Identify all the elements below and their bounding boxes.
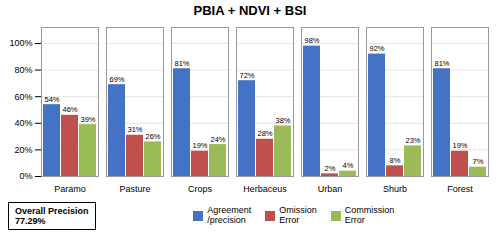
svg-text:4%: 4% bbox=[343, 161, 354, 170]
svg-text:92%: 92% bbox=[369, 44, 384, 53]
svg-text:0%: 0% bbox=[19, 171, 32, 181]
svg-text:98%: 98% bbox=[304, 36, 319, 45]
svg-text:Shurb: Shurb bbox=[383, 184, 407, 194]
svg-text:72%: 72% bbox=[239, 71, 254, 80]
svg-text:31%: 31% bbox=[127, 125, 142, 134]
svg-text:19%: 19% bbox=[452, 141, 467, 150]
svg-text:Urban: Urban bbox=[318, 184, 343, 194]
svg-text:24%: 24% bbox=[210, 135, 225, 144]
svg-text:2%: 2% bbox=[325, 164, 336, 173]
svg-text:Paramo: Paramo bbox=[54, 184, 86, 194]
svg-text:54%: 54% bbox=[44, 95, 59, 104]
svg-text:Crops: Crops bbox=[188, 184, 213, 194]
svg-text:Forest: Forest bbox=[447, 184, 473, 194]
svg-text:81%: 81% bbox=[434, 59, 449, 68]
svg-text:8%: 8% bbox=[390, 156, 401, 165]
svg-text:39%: 39% bbox=[80, 115, 95, 124]
svg-text:7%: 7% bbox=[473, 157, 484, 166]
svg-text:100%: 100% bbox=[9, 38, 32, 48]
svg-text:40%: 40% bbox=[14, 118, 32, 128]
svg-text:60%: 60% bbox=[14, 92, 32, 102]
svg-text:20%: 20% bbox=[14, 145, 32, 155]
svg-text:38%: 38% bbox=[275, 116, 290, 125]
html-text:Commission Error: Commission Error bbox=[344, 205, 395, 225]
svg-text:81%: 81% bbox=[174, 59, 189, 68]
svg-text:69%: 69% bbox=[109, 75, 124, 84]
svg-text:23%: 23% bbox=[405, 136, 420, 145]
html-text:PBIA + NDVI + BSI: PBIA + NDVI + BSI bbox=[193, 3, 307, 18]
svg-text:46%: 46% bbox=[62, 105, 77, 114]
html-text:Overall Precision 77.29%: Overall Precision 77.29% bbox=[15, 205, 89, 226]
svg-text:Pasture: Pasture bbox=[119, 184, 150, 194]
svg-text:26%: 26% bbox=[145, 132, 160, 141]
svg-text:80%: 80% bbox=[14, 65, 32, 75]
svg-text:28%: 28% bbox=[257, 129, 272, 138]
svg-text:Herbaceus: Herbaceus bbox=[243, 184, 287, 194]
html-text:Omission Error: Omission Error bbox=[279, 205, 317, 225]
html-text:Agreement /precision: Agreement /precision bbox=[207, 205, 252, 225]
svg-text:19%: 19% bbox=[192, 141, 207, 150]
